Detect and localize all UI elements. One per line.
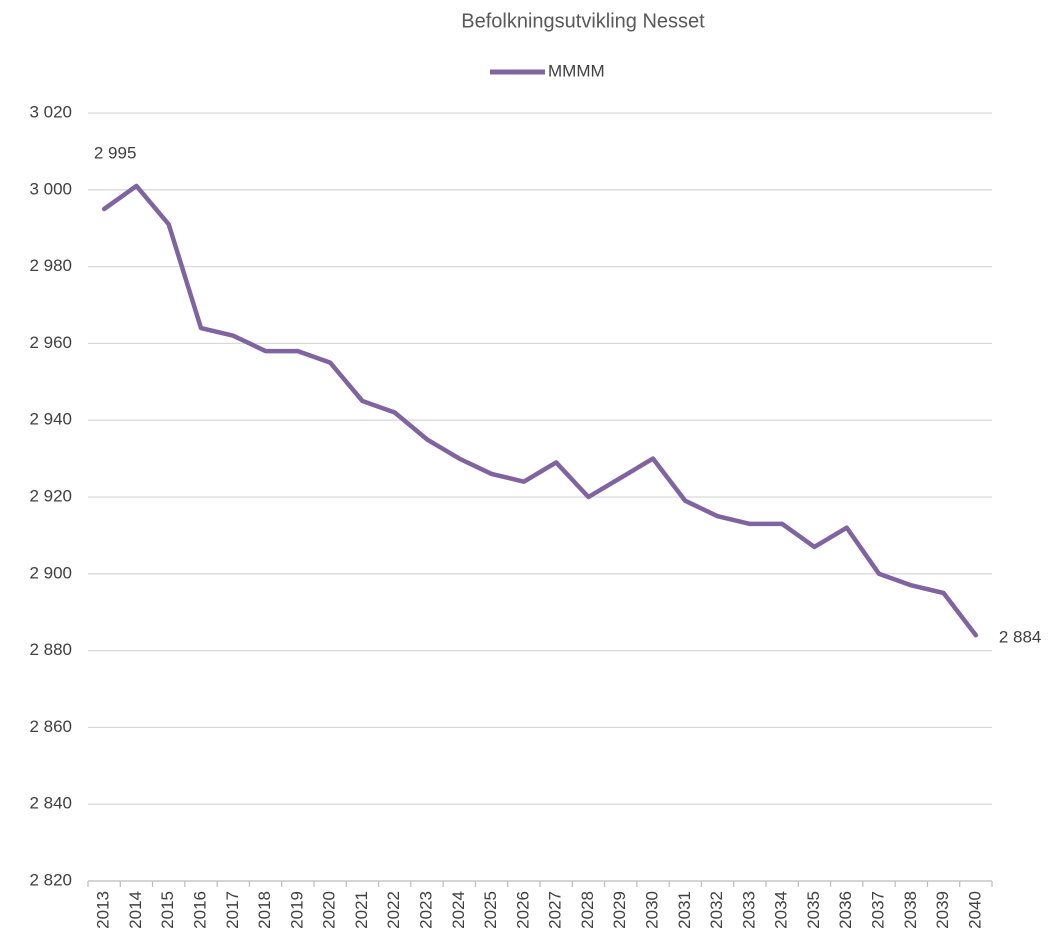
x-tick-label: 2021: [352, 891, 371, 929]
x-tick-label: 2023: [416, 891, 435, 929]
x-tick-label: 2025: [481, 891, 500, 929]
y-tick-label: 3 000: [29, 179, 72, 198]
y-tick-label: 2 920: [29, 486, 72, 505]
x-tick-label: 2020: [320, 891, 339, 929]
x-tick-label: 2017: [223, 891, 242, 929]
x-tick-label: 2032: [707, 891, 726, 929]
x-tick-label: 2039: [933, 891, 952, 929]
x-tick-label: 2040: [965, 891, 984, 929]
x-tick-label: 2013: [94, 891, 113, 929]
x-tick-label: 2038: [901, 891, 920, 929]
x-tick-label: 2030: [642, 891, 661, 929]
x-tick-label: 2026: [513, 891, 532, 929]
x-tick-label: 2018: [255, 891, 274, 929]
y-tick-label: 3 020: [29, 102, 72, 121]
y-tick-label: 2 840: [29, 794, 72, 813]
legend-label: MMMM: [548, 61, 605, 80]
x-tick-label: 2014: [126, 891, 145, 929]
y-tick-label: 2 940: [29, 410, 72, 429]
y-tick-label: 2 980: [29, 256, 72, 275]
y-tick-label: 2 880: [29, 640, 72, 659]
data-label: 2 884: [999, 628, 1042, 647]
x-tick-label: 2022: [384, 891, 403, 929]
x-tick-label: 2034: [772, 891, 791, 929]
x-tick-label: 2037: [868, 891, 887, 929]
y-tick-label: 2 820: [29, 870, 72, 889]
x-tick-label: 2033: [739, 891, 758, 929]
y-tick-label: 2 960: [29, 333, 72, 352]
x-tick-label: 2036: [836, 891, 855, 929]
series-line: [101, 183, 979, 638]
x-tick-label: 2029: [610, 891, 629, 929]
x-tick-label: 2016: [190, 891, 209, 929]
y-tick-label: 2 900: [29, 563, 72, 582]
x-tick-label: 2019: [287, 891, 306, 929]
x-tick-label: 2027: [546, 891, 565, 929]
chart-title: Befolkningsutvikling Nesset: [461, 10, 705, 32]
x-tick-label: 2028: [578, 891, 597, 929]
x-tick-label: 2031: [675, 891, 694, 929]
y-tick-label: 2 860: [29, 717, 72, 736]
data-label: 2 995: [94, 143, 137, 162]
x-tick-label: 2035: [804, 891, 823, 929]
x-tick-label: 2015: [158, 891, 177, 929]
x-tick-label: 2024: [449, 891, 468, 929]
